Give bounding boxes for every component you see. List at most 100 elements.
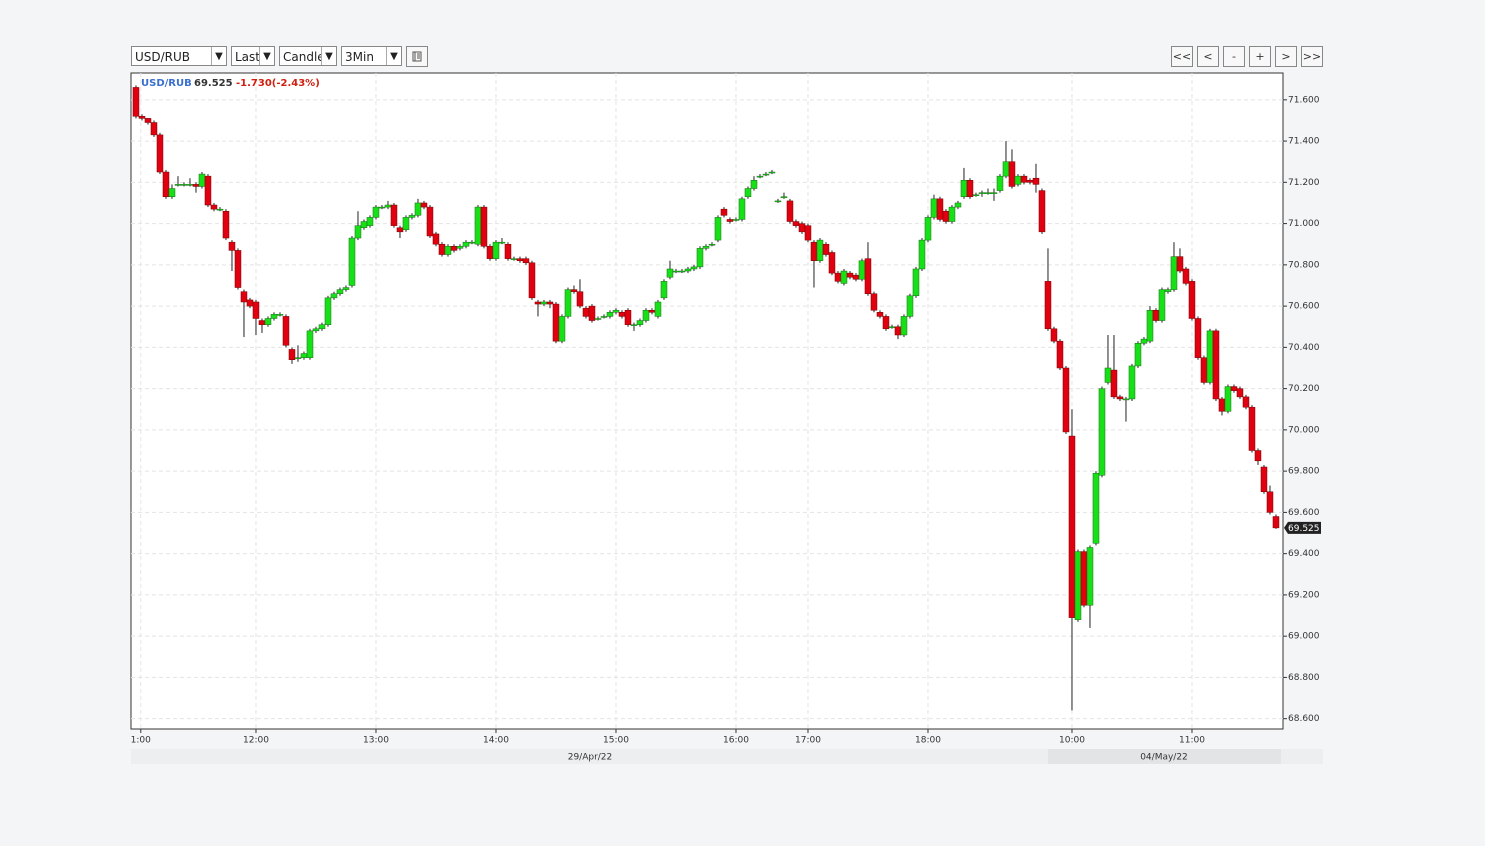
candle-body [954,202,962,208]
candle-body [192,184,200,187]
candle-body [852,274,860,280]
candle-body [1026,180,1034,183]
candle-body [798,223,806,233]
candle-body [324,297,332,325]
candle-body [654,301,662,317]
candle-body [1074,551,1082,620]
candle-body [570,289,578,292]
candle-body [318,324,326,330]
candle-body [222,210,230,239]
candle-body [1188,281,1196,319]
candle-body [540,301,548,305]
candle-body [294,357,302,359]
style-select[interactable]: Candle ▼ [279,46,337,66]
y-tick-label: 69.200 [1288,590,1320,600]
y-tick-label: 68.800 [1288,673,1320,683]
candle-body [408,215,416,218]
candle-body [150,122,158,136]
field-select[interactable]: Last ▼ [231,46,275,66]
dropdown-arrow: ▼ [321,47,336,65]
candle-body [1236,388,1244,398]
nav-button[interactable]: - [1223,46,1245,67]
candle-body [1050,328,1058,342]
y-tick-label: 69.600 [1288,508,1320,518]
nav-button[interactable]: < [1197,46,1219,67]
candle-body [138,116,146,119]
candle-body [414,202,422,216]
candle-body [1158,289,1166,321]
candle-body [240,291,248,303]
last-price-label: 69.525 [1288,524,1320,534]
candle-body [972,194,980,196]
candle-body [180,184,188,186]
nav-button[interactable]: > [1275,46,1297,67]
candle-body [618,312,626,317]
symbol-label: USD/RUB [141,78,192,89]
candle-body [300,353,308,358]
y-tick-label: 71.400 [1288,137,1320,147]
candle-body [978,192,986,194]
candle-body [1176,256,1184,272]
candle-body [492,241,500,259]
candle-body [546,301,554,305]
candle-body [1062,367,1070,433]
candle-body [1230,386,1238,391]
candle-body [330,293,338,299]
plot-area [130,72,1284,730]
y-tick-label: 68.600 [1288,714,1320,724]
candle-body [564,289,572,317]
candle-body [672,270,680,273]
candle-body [894,326,902,336]
candle-body [990,192,998,194]
candle-body [456,246,464,249]
interval-select[interactable]: 3Min ▼ [341,46,402,66]
candle-body [468,241,476,244]
candle-body [684,268,692,272]
candle-body [1164,289,1172,292]
candle-body [342,287,350,290]
candle-body [906,295,914,317]
x-tick-label: 12:00 [243,736,269,746]
nav-button[interactable]: >> [1301,46,1323,67]
nav-button[interactable]: << [1171,46,1193,67]
candle-body [738,198,746,220]
x-tick-label: 16:00 [723,736,749,746]
candle-body [744,188,752,198]
candle-body [912,268,920,297]
symbol-select[interactable]: USD/RUB ▼ [131,46,227,66]
candle-body [720,208,728,216]
candle-body [270,314,278,319]
y-tick-label: 69.400 [1288,549,1320,559]
candle-body [936,198,944,220]
candle-body [354,225,362,239]
candle-body [228,241,236,251]
candle-body [1056,340,1064,369]
candle-body [246,299,254,307]
last-price: 69.525 [194,78,233,89]
candle-body [810,241,818,261]
candle-body [762,173,770,176]
candle-body [1038,190,1046,233]
candle-body [276,314,284,316]
candle-body [522,258,530,264]
date-label: 29/Apr/22 [568,753,613,763]
candle-body [1086,547,1094,606]
candle-body [210,204,218,210]
candle-body [216,208,224,211]
x-tick-label: 1:00 [131,736,151,746]
candle-body [504,243,512,259]
candle-body [1104,367,1112,383]
candle-body [966,180,974,198]
candle-body [336,289,344,294]
candle-body [1272,516,1280,529]
candle-body [834,272,842,282]
candle-body [144,118,152,123]
candle-body [846,272,854,278]
candle-body [234,250,242,288]
candle-body [156,134,164,173]
candle-body [924,217,932,241]
x-tick-label: 14:00 [483,736,509,746]
settings-button[interactable] [406,46,428,67]
nav-button[interactable]: + [1249,46,1271,67]
